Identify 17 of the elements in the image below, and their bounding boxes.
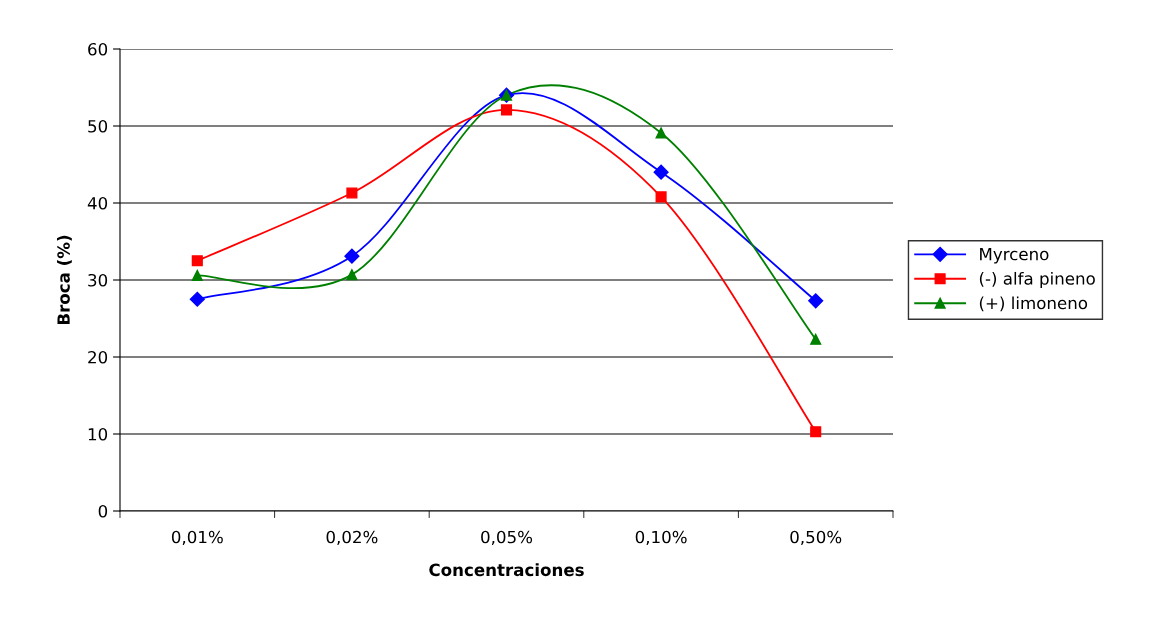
y-tick-label: 10 <box>88 427 108 441</box>
x-tick-label: 0,01% <box>171 530 223 546</box>
legend-label: (+) limoneno <box>979 296 1088 312</box>
legend-label: (-) alfa pineno <box>979 271 1095 289</box>
y-tick-label: 60 <box>88 42 108 56</box>
y-axis-title: Broca (%) <box>56 235 72 325</box>
y-tick-label: 50 <box>88 119 108 133</box>
y-tick-label: 40 <box>87 196 108 210</box>
x-axis-title: Concentraciones <box>429 563 584 577</box>
legend-label: Myrceno <box>980 247 1049 264</box>
y-tick-label: 30 <box>88 273 108 287</box>
x-tick-label: 0,10% <box>635 530 687 546</box>
x-tick-label: 0,50% <box>790 530 842 546</box>
x-tick-label: 0,05% <box>481 530 533 546</box>
y-tick-label: 0 <box>98 504 108 518</box>
y-tick-label: 20 <box>88 350 108 364</box>
x-tick-label: 0,02% <box>326 530 378 546</box>
